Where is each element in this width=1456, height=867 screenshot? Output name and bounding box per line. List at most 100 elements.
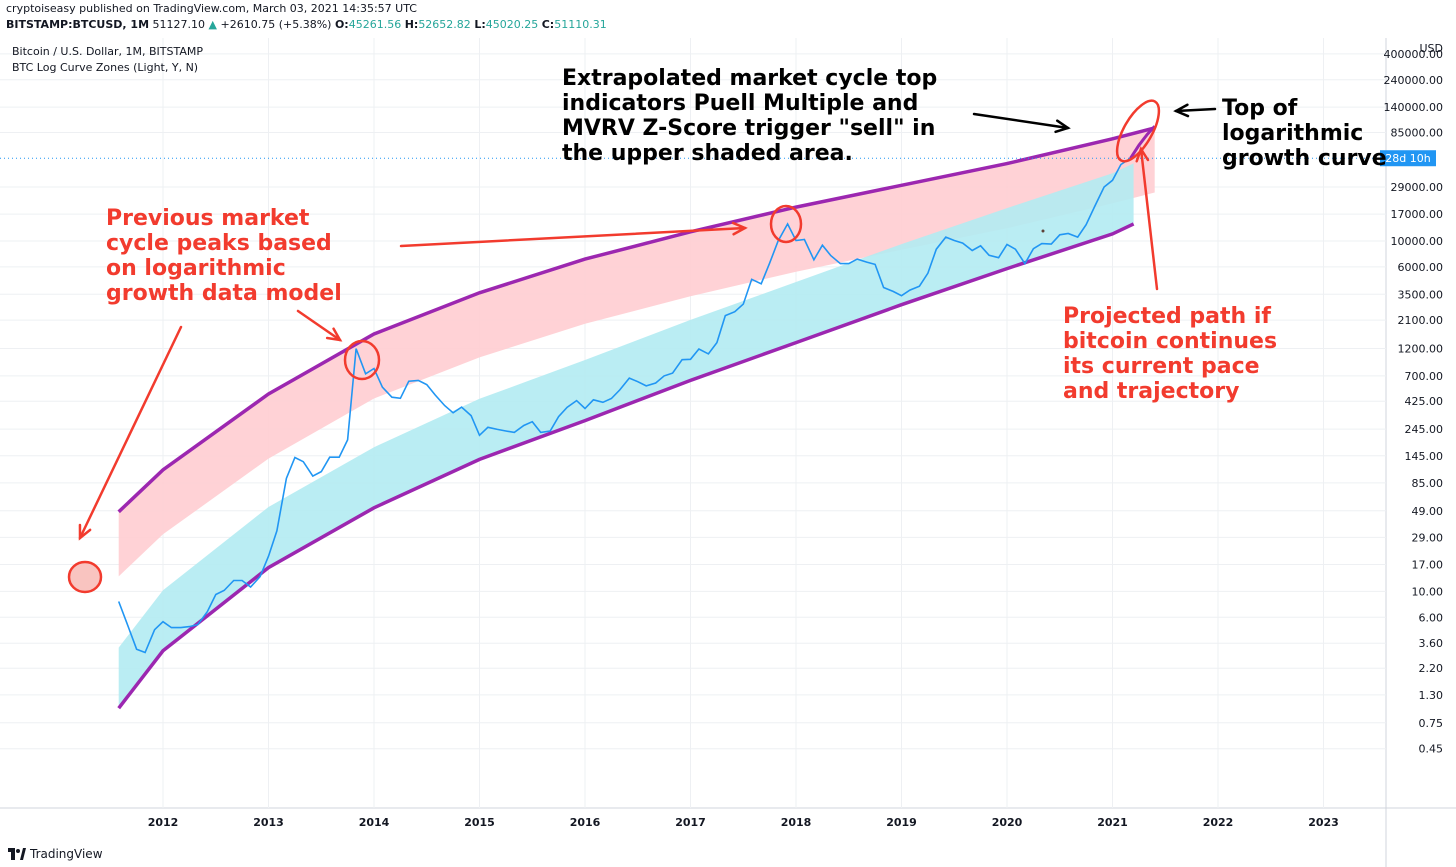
annotation-top-of-curve: Top of logarithmic growth curve: [1222, 96, 1387, 171]
annotation-line: Projected path if: [1063, 304, 1271, 329]
projected-path-line: [1129, 125, 1156, 160]
low-label: L:: [474, 18, 486, 31]
y-tick-label: 0.75: [1419, 717, 1444, 730]
annotation-line: MVRV Z-Score trigger "sell" in: [562, 116, 936, 141]
arrow-to-2011-marker-head: [78, 523, 92, 541]
annotation-projected-path: Projected path if bitcoin continues its …: [1063, 304, 1277, 404]
arrow-to-2011-marker: [78, 325, 183, 540]
annotation-line: Top of: [1222, 96, 1298, 121]
open-label: O:: [334, 18, 349, 31]
annotation-line: Previous market: [106, 206, 310, 231]
price-tag-label: 28d 10h: [1385, 152, 1430, 165]
annotation-line: cycle peaks based: [106, 231, 332, 256]
x-tick-label: 2019: [886, 816, 917, 829]
marker-circle-current: [1115, 99, 1161, 163]
y-tick-label: 1200.00: [1398, 343, 1444, 356]
currency-label: USD: [1419, 42, 1443, 55]
y-tick-label: 49.00: [1412, 505, 1444, 518]
x-tick-label: 2023: [1308, 816, 1339, 829]
y-tick-label: 6.00: [1419, 611, 1444, 624]
y-tick-label: 6000.00: [1398, 261, 1444, 274]
y-tick-label: 700.00: [1405, 370, 1444, 383]
annotation-line: Extrapolated market cycle top: [562, 66, 938, 91]
indicator-legend[interactable]: BTC Log Curve Zones (Light, Y, N): [12, 61, 199, 74]
y-tick-label: 2.20: [1419, 662, 1444, 675]
arrow-to-projection: [1139, 147, 1159, 291]
x-tick-label: 2018: [781, 816, 812, 829]
chart-legend-title[interactable]: Bitcoin / U.S. Dollar, 1M, BITSTAMP: [12, 45, 204, 58]
x-tick-label: 2022: [1203, 816, 1234, 829]
arrow-to-curve-top: [972, 112, 1070, 130]
price-tag-box: [1380, 150, 1436, 167]
open-value: 45261.56: [348, 18, 402, 31]
y-tick-label: 400000.00: [1384, 48, 1444, 61]
y-tick-label: 140000.00: [1384, 101, 1444, 114]
up-triangle-icon: ▲: [208, 18, 217, 31]
y-tick-label: 17.00: [1412, 558, 1444, 571]
annotation-line: its current pace: [1063, 354, 1260, 379]
x-tick-label: 2012: [148, 816, 179, 829]
close-label: C:: [541, 18, 555, 31]
stray-dot: [1041, 229, 1045, 233]
marker-circle-2017-peak: [769, 204, 803, 244]
annotation-line: and trajectory: [1063, 379, 1240, 404]
high-value: 52652.82: [418, 18, 471, 31]
y-tick-label: 10.00: [1412, 585, 1444, 598]
y-tick-label: 425.00: [1405, 395, 1444, 408]
arrow-top-of-curve: [1174, 107, 1217, 113]
y-tick-label: 2100.00: [1398, 314, 1444, 327]
y-tick-label: 145.00: [1405, 450, 1444, 463]
x-tick-label: 2016: [570, 816, 601, 829]
x-tick-label: 2017: [675, 816, 706, 829]
marker-circle-2013-peak: [343, 339, 381, 381]
lower-buy-zone: [118, 163, 1134, 709]
ohlc-line: BITSTAMP:BTCUSD, 1M 51127.10 ▲ +2610.75 …: [6, 18, 607, 31]
annotation-line: the upper shaded area.: [562, 141, 853, 166]
publisher-line: cryptoiseasy published on TradingView.co…: [6, 2, 417, 15]
x-tick-label: 2021: [1097, 816, 1128, 829]
marker-circle-2011: [67, 560, 103, 594]
arrow-to-curve-top-head: [1054, 119, 1071, 134]
y-tick-label: 1.30: [1419, 689, 1444, 702]
arrow-to-2017-peak: [399, 226, 747, 248]
high-label: H:: [404, 18, 419, 31]
log-curve-top: [117, 126, 1156, 514]
y-tick-label: 29.00: [1412, 531, 1444, 544]
x-tick-label: 2015: [464, 816, 495, 829]
annotation-line: indicators Puell Multiple and: [562, 91, 919, 116]
y-tick-label: 85000.00: [1391, 126, 1444, 139]
y-tick-label: 3.60: [1419, 637, 1444, 650]
tradingview-logo-icon: [8, 848, 26, 860]
y-tick-label: 245.00: [1405, 423, 1444, 436]
tradingview-footer[interactable]: TradingView: [8, 847, 103, 861]
x-tick-label: 2013: [253, 816, 284, 829]
footer-brand[interactable]: TradingView: [30, 847, 103, 861]
y-tick-label: 3500.00: [1398, 288, 1444, 301]
low-value: 45020.25: [485, 18, 539, 31]
y-tick-label: 29000.00: [1391, 181, 1444, 194]
y-tick-label: 85.00: [1412, 477, 1444, 490]
annotation-line: bitcoin continues: [1063, 329, 1278, 354]
x-tick-label: 2020: [992, 816, 1023, 829]
y-tick-label: 17000.00: [1391, 208, 1444, 221]
price-change: +2610.75 (+5.38%): [220, 18, 332, 31]
annotation-line: logarithmic: [1222, 121, 1364, 146]
annotation-extrapolated-top: Extrapolated market cycle top indicators…: [562, 66, 937, 166]
last-price: 51127.10: [152, 18, 206, 31]
arrow-to-2017-peak-head: [731, 221, 748, 236]
y-tick-label: 0.45: [1419, 743, 1444, 756]
x-tick-label: 2014: [359, 816, 390, 829]
symbol-label: BITSTAMP:BTCUSD, 1M: [6, 18, 150, 31]
arrow-to-2013-peak: [296, 309, 342, 342]
annotation-line: on logarithmic: [106, 256, 286, 281]
close-value: 51110.31: [554, 18, 607, 31]
annotation-previous-peaks: Previous market cycle peaks based on log…: [106, 206, 342, 306]
annotation-line: growth data model: [106, 281, 342, 306]
arrow-to-projection-head: [1135, 146, 1150, 163]
arrow-to-2013-peak-head: [325, 327, 343, 342]
upper-sell-zone: [118, 127, 1155, 577]
btc-price-line: [117, 157, 1131, 654]
y-tick-label: 10000.00: [1391, 235, 1444, 248]
annotation-line: growth curve: [1222, 146, 1387, 171]
